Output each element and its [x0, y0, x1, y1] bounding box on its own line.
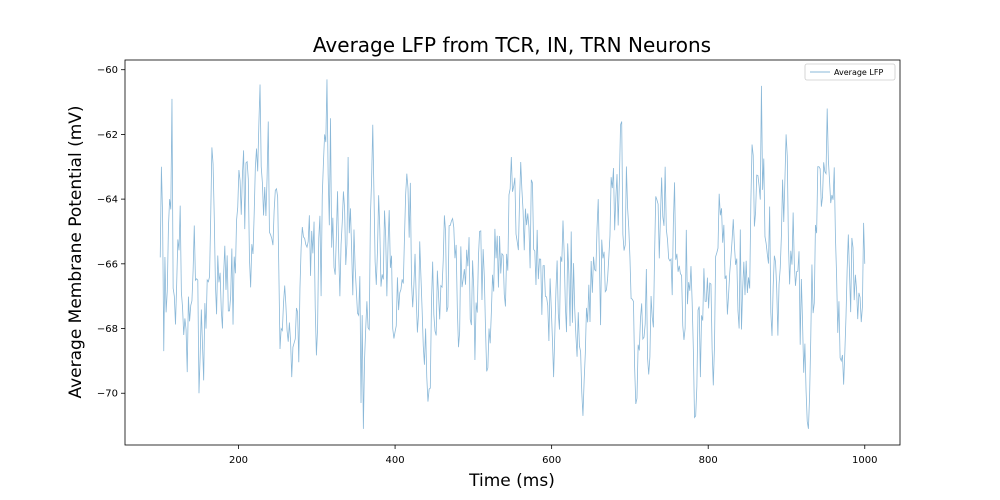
plot-frame [124, 59, 901, 446]
legend-label: Average LFP [834, 68, 883, 77]
y-axis-title: Average Membrane Potential (mV) [66, 105, 86, 398]
y-tick-label: −64 [97, 195, 118, 206]
x-tick-label: 600 [542, 455, 561, 466]
y-axis-ticks: −70 −68 −66 −64 −62 −60 [97, 65, 125, 400]
legend-box [804, 63, 896, 81]
y-tick-label: −62 [97, 130, 118, 141]
x-tick-label: 800 [699, 455, 718, 466]
plot-area [125, 60, 900, 445]
y-tick-label: −70 [97, 389, 118, 400]
y-tick-label: −66 [97, 259, 118, 270]
x-tick-label: 1000 [852, 455, 877, 466]
series-layer [159, 79, 866, 429]
x-tick-label: 400 [386, 455, 405, 466]
x-axis-ticks: 200 400 600 800 1000 [229, 445, 877, 466]
y-tick-label: −68 [97, 324, 118, 335]
chart-title: Average LFP from TCR, IN, TRN Neurons [313, 33, 711, 57]
series-line-average-lfp [159, 79, 866, 429]
x-axis-title: Time (ms) [468, 471, 555, 491]
y-tick-label: −60 [97, 65, 118, 76]
x-tick-label: 200 [229, 455, 248, 466]
legend: Average LFP [804, 63, 896, 81]
